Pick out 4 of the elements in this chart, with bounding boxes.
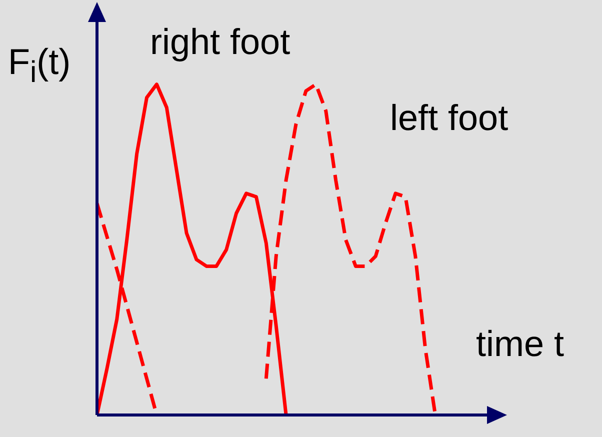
x-axis-title: time t bbox=[476, 323, 564, 364]
series-label: left foot bbox=[390, 97, 508, 138]
y-axis-title: F$_{i}$(t) bbox=[8, 41, 71, 90]
series-label: right foot bbox=[150, 21, 290, 62]
